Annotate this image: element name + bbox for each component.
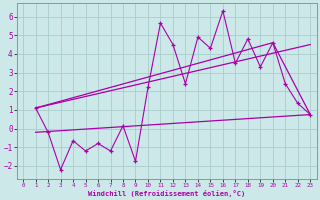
X-axis label: Windchill (Refroidissement éolien,°C): Windchill (Refroidissement éolien,°C) <box>88 190 245 197</box>
